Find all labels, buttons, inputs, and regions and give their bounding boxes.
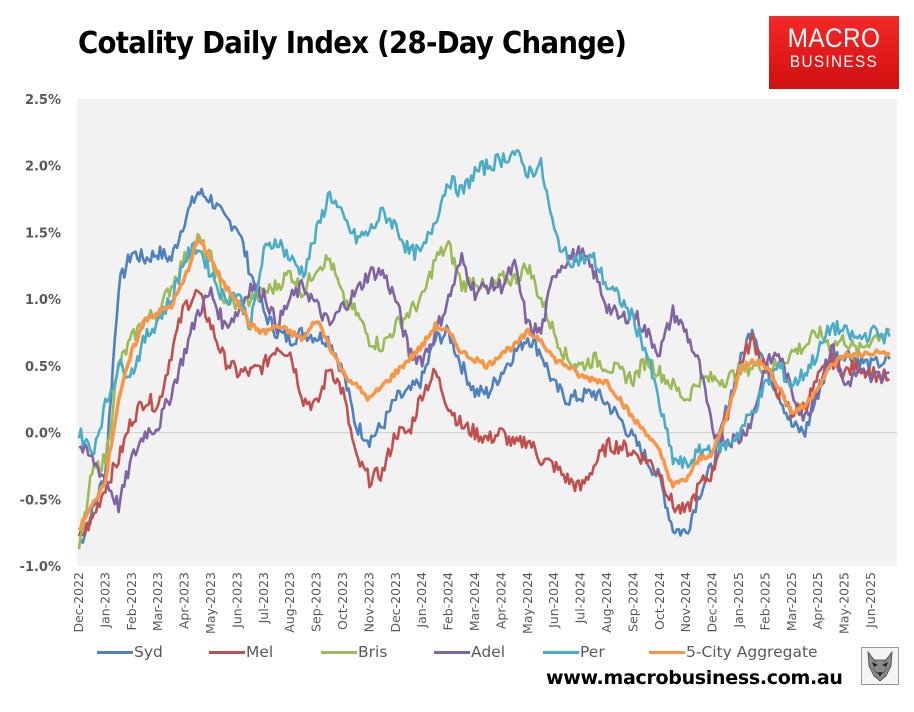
x-tick-label: Dec-2024 [705,572,720,633]
x-tick-label: Apr-2024 [493,572,508,629]
x-tick-label: Mar-2023 [150,572,165,631]
x-tick-label: Aug-2023 [282,572,297,633]
x-tick-label: Jan-2024 [414,572,429,629]
logo-line-2: BUSINESS [789,52,879,71]
legend-swatch [649,650,685,654]
legend-swatch [209,650,245,654]
y-tick-label: -0.5% [20,493,61,508]
legend-label: 5-City Aggregate [686,643,818,661]
x-tick-label: Sep-2024 [625,572,640,632]
legend-item-per: Per [543,643,605,661]
legend-item-bris: Bris [321,643,387,661]
legend-swatch [97,650,133,654]
legend-label: Mel [246,643,274,661]
legend-swatch [434,650,470,654]
y-tick-label: 0.5% [25,360,61,375]
x-tick-label: Oct-2023 [335,572,350,630]
x-tick-label: Jan-2023 [97,572,112,629]
wolf-icon [861,647,899,685]
y-tick-label: 2.5% [25,93,61,108]
x-tick-label: Jan-2025 [731,572,746,629]
logo-line-1: MACRO [787,23,881,53]
x-tick-label: Mar-2025 [784,572,799,631]
macrobusiness-logo: MACRO BUSINESS [769,16,899,89]
x-tick-label: Nov-2023 [361,572,376,632]
y-axis: -1.0% -0.5% 0.0% 0.5% 1.0% 1.5% 2.0% 2.5% [20,93,61,575]
x-tick-label: Jul-2023 [256,572,271,624]
x-tick-label: Oct-2024 [652,572,667,630]
x-tick-label: Dec-2022 [71,572,86,633]
legend-item-mel: Mel [209,643,273,661]
x-tick-label: Jul-2024 [573,572,588,624]
y-tick-label: -1.0% [20,560,61,575]
y-tick-label: 0.0% [25,427,61,442]
legend-label: Bris [358,643,388,661]
legend-label: Syd [134,643,163,661]
x-tick-label: Apr-2023 [177,572,192,629]
y-tick-label: 1.0% [25,293,61,308]
x-tick-label: May-2025 [837,572,852,634]
x-tick-label: Sep-2023 [309,572,324,632]
legend: Syd Mel Bris Adel Per 5-City Aggregate [97,643,837,665]
legend-item-adel: Adel [434,643,505,661]
x-tick-label: Apr-2025 [810,572,825,629]
chart-title: Cotality Daily Index (28-Day Change) [78,26,627,61]
series-line-adel [78,245,890,514]
series-line-5-city-aggregate [77,237,891,532]
y-tick-label: 2.0% [25,160,61,175]
legend-item-5-city-aggregate: 5-City Aggregate [649,643,818,661]
x-tick-label: Mar-2024 [467,572,482,631]
series-line-mel [77,288,891,537]
x-axis: Dec-2022 Jan-2023 Feb-2023 Mar-2023 Apr-2023… [71,572,878,634]
legend-swatch [321,650,357,654]
legend-label: Adel [471,643,506,661]
x-tick-label: Aug-2024 [599,572,614,633]
x-tick-label: Jun-2024 [546,572,561,629]
x-tick-label: Nov-2024 [678,572,693,632]
series-group [77,149,891,550]
y-tick-label: 1.5% [25,226,61,241]
x-tick-label: Feb-2023 [124,572,139,630]
x-tick-label: Jun-2025 [863,572,878,629]
legend-item-syd: Syd [97,643,163,661]
x-tick-label: Feb-2024 [441,572,456,631]
website-url: www.macrobusiness.com.au [546,667,843,689]
legend-swatch [543,650,579,654]
legend-label: Per [580,643,605,661]
x-tick-label: Feb-2025 [757,572,772,630]
x-tick-label: May-2024 [520,572,535,634]
x-tick-label: May-2023 [203,572,218,634]
x-tick-label: Jun-2023 [229,572,244,629]
series-line-per [77,149,891,469]
x-tick-label: Dec-2023 [388,572,403,633]
